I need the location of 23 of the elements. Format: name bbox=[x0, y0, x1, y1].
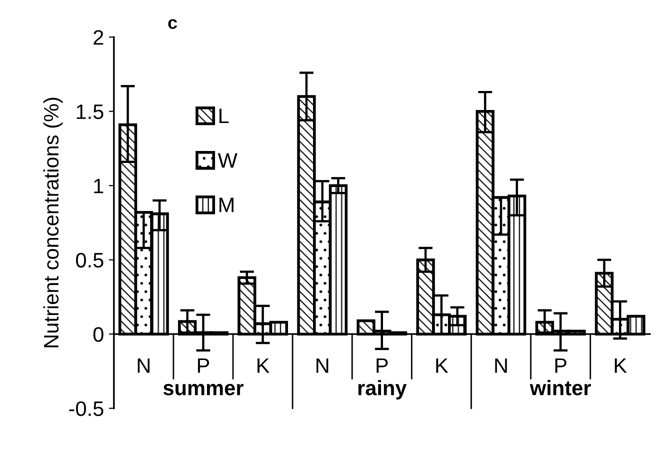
x-tick-label: P bbox=[555, 358, 566, 373]
chart-title: c bbox=[168, 19, 178, 29]
y-tick-label: 2 bbox=[94, 30, 104, 45]
annotation: winter bbox=[530, 380, 591, 396]
x-tick-label: N bbox=[316, 358, 328, 373]
y-tick-label: 1 bbox=[94, 178, 104, 194]
x-tick-label: N bbox=[495, 358, 507, 373]
annotation: summer bbox=[163, 384, 244, 396]
x-tick-label: K bbox=[436, 358, 448, 373]
y-axis-title: Nutrient concentrations (%) bbox=[43, 98, 63, 348]
x-tick-label: K bbox=[258, 358, 270, 373]
x-tick-label: P bbox=[198, 358, 210, 373]
annotation: rainy bbox=[358, 380, 407, 400]
x-tick-label: K bbox=[614, 358, 627, 373]
legend-label: W bbox=[218, 153, 238, 168]
y-tick-label: 0 bbox=[93, 327, 104, 342]
y-tick-label: 0.5 bbox=[76, 252, 104, 268]
y-tick-label: 1.5 bbox=[76, 104, 104, 120]
legend-label: M bbox=[220, 198, 234, 212]
y-tick-label: -0.5 bbox=[69, 401, 104, 416]
x-tick-label: N bbox=[138, 358, 150, 373]
x-tick-label: P bbox=[376, 358, 388, 373]
legend-label: L bbox=[220, 108, 229, 124]
